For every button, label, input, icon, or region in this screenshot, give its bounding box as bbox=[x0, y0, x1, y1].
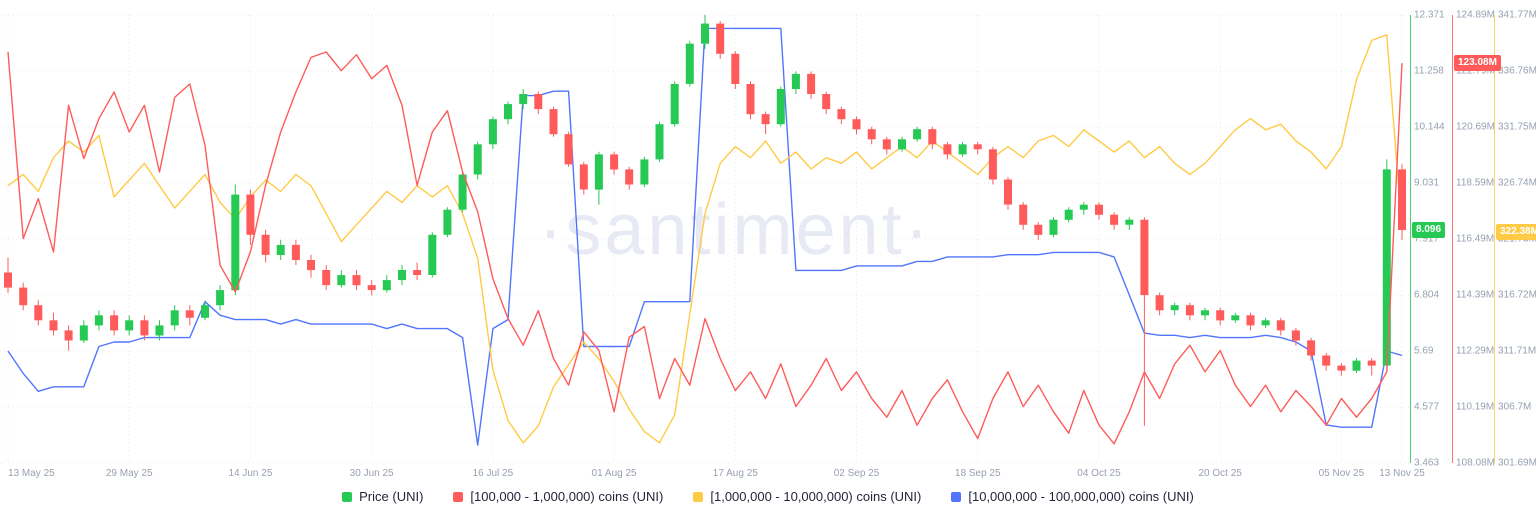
legend-label: Price (UNI) bbox=[359, 489, 424, 504]
coins-1m-10m-axis-tick-label: 311.71M bbox=[1498, 345, 1536, 357]
coins-10m-100m-legend-swatch bbox=[951, 491, 962, 502]
coins-100k-1m-axis-tick-label: 124.89M bbox=[1456, 9, 1495, 21]
coins-1m-10m-axis-tick-label: 301.69M bbox=[1498, 457, 1536, 469]
x-axis-tick-label: 14 Jun 25 bbox=[228, 468, 273, 479]
price-axis-line bbox=[1410, 15, 1411, 463]
x-axis-tick-label: 13 May 25 bbox=[8, 468, 55, 479]
price-legend-swatch bbox=[342, 491, 353, 502]
x-axis-tick-label: 02 Sep 25 bbox=[833, 468, 880, 479]
price-axis-tick-label: 7.917 bbox=[1414, 233, 1440, 245]
legend-label: [1,000,000 - 10,000,000) coins (UNI) bbox=[710, 489, 922, 504]
x-axis-tick-label: 01 Aug 25 bbox=[591, 468, 637, 479]
legend-item-coins-1m-10m[interactable]: [1,000,000 - 10,000,000) coins (UNI) bbox=[693, 489, 921, 504]
coins-1m-10m-axis-tick-label: 316.72M bbox=[1498, 289, 1536, 301]
x-axis-tick-label: 29 May 25 bbox=[105, 468, 153, 479]
price-axis-tick-label: 4.577 bbox=[1414, 401, 1440, 413]
chart-legend: Price (UNI) [100,000 - 1,000,000) coins … bbox=[0, 489, 1536, 504]
coins-1m-10m-axis-tick-label: 336.76M bbox=[1498, 65, 1536, 77]
price-current-badge: 8.096 bbox=[1412, 221, 1446, 238]
legend-item-coins-10m-100m[interactable]: [10,000,000 - 100,000,000) coins (UNI) bbox=[951, 489, 1194, 504]
legend-item-coins-100k-1m[interactable]: [100,000 - 1,000,000) coins (UNI) bbox=[453, 489, 663, 504]
coins-100k-1m-axis-tick-label: 116.49M bbox=[1456, 233, 1495, 245]
coins-100k-1m-axis-tick-label: 108.08M bbox=[1456, 457, 1495, 469]
price-axis-tick-label: 3.463 bbox=[1414, 457, 1440, 469]
x-axis-tick-label: 05 Nov 25 bbox=[1318, 468, 1365, 479]
x-axis-tick-label: 18 Sep 25 bbox=[954, 468, 1001, 479]
legend-label: [10,000,000 - 100,000,000) coins (UNI) bbox=[968, 489, 1194, 504]
coins-100k-1m-axis-tick-label: 112.29M bbox=[1456, 345, 1495, 357]
price-axis-tick-label: 6.804 bbox=[1414, 289, 1440, 301]
legend-item-price[interactable]: Price (UNI) bbox=[342, 489, 423, 504]
price-axis-tick-label: 10.144 bbox=[1414, 121, 1445, 133]
price-axis-tick-label: 11.258 bbox=[1414, 65, 1444, 77]
x-axis-tick-label: 04 Oct 25 bbox=[1077, 468, 1121, 479]
santiment-watermark: ·santiment· bbox=[538, 190, 932, 270]
coins-100k-1m-axis-tick-label: 120.69M bbox=[1456, 121, 1495, 133]
coins-1m-10m-axis-tick-label: 306.7M bbox=[1498, 401, 1532, 413]
chart-plot-area[interactable] bbox=[0, 0, 1410, 465]
x-axis-tick-label: 30 Jun 25 bbox=[349, 468, 394, 479]
price-axis-tick-label: 5.69 bbox=[1414, 345, 1434, 357]
x-axis-tick-label: 20 Oct 25 bbox=[1198, 468, 1242, 479]
coins-100k-1m-axis-line bbox=[1452, 15, 1453, 463]
coins-100k-1m-legend-swatch bbox=[453, 491, 464, 502]
coins-1m-10m-axis-line bbox=[1494, 15, 1495, 463]
coins-100k-1m-current-badge: 123.08M bbox=[1454, 55, 1501, 72]
x-axis-tick-label: 16 Jul 25 bbox=[472, 468, 514, 479]
price-axis-tick-label: 9.031 bbox=[1414, 177, 1440, 189]
coins-100k-1m-axis-tick-label: 110.19M bbox=[1456, 401, 1495, 413]
coins-1m-10m-legend-swatch bbox=[693, 491, 704, 502]
coins-100k-1m-axis-tick-label: 114.39M bbox=[1456, 289, 1495, 301]
coins-1m-10m-axis-tick-label: 326.74M bbox=[1498, 177, 1536, 189]
coins-100k-1m-axis-tick-label: 118.59M bbox=[1456, 177, 1495, 189]
coins-1m-10m-current-badge: 322.38M bbox=[1496, 223, 1536, 240]
coins-1m-10m-axis-tick-label: 331.75M bbox=[1498, 121, 1536, 133]
x-axis-tick-label: 13 Nov 25 bbox=[1379, 468, 1425, 479]
legend-label: [100,000 - 1,000,000) coins (UNI) bbox=[470, 489, 664, 504]
x-axis-tick-label: 17 Aug 25 bbox=[712, 468, 758, 479]
coins-1m-10m-axis-tick-label: 341.77M bbox=[1498, 9, 1536, 21]
price-axis-tick-label: 12.371 bbox=[1414, 9, 1445, 21]
